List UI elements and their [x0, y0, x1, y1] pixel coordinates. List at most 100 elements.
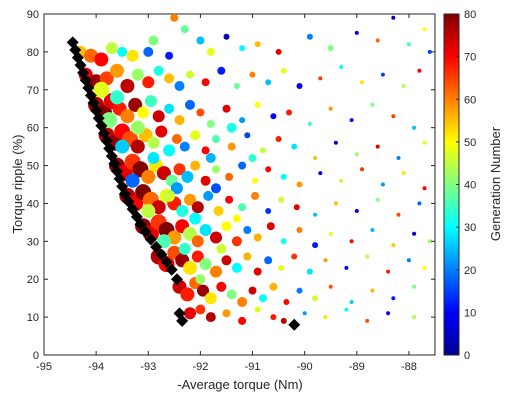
y-tick-label: 60 — [27, 123, 39, 135]
scatter-point — [328, 284, 333, 289]
scatter-point — [312, 295, 319, 302]
scatter-point — [253, 233, 262, 242]
scatter-point — [225, 172, 234, 181]
scatter-point — [216, 281, 227, 292]
scatter-point — [406, 42, 411, 47]
scatter-point — [293, 204, 300, 211]
scatter-point — [354, 30, 359, 35]
scatter-point — [153, 65, 164, 76]
scatter-point — [375, 197, 380, 202]
scatter-point — [349, 239, 354, 244]
scatter-point — [327, 45, 334, 52]
scatter-point — [380, 182, 385, 187]
scatter-point — [323, 258, 328, 263]
scatter-point — [181, 170, 194, 183]
scatter-point — [180, 287, 195, 302]
scatter-point — [211, 183, 221, 194]
pareto-point — [139, 225, 152, 238]
scatter-point — [238, 316, 247, 325]
scatter-point — [201, 146, 210, 155]
scatter-point — [176, 205, 189, 217]
scatter-point — [270, 314, 277, 321]
colorbar-tick-label: 50 — [464, 137, 476, 149]
scatter-point — [141, 204, 156, 218]
scatter-point — [286, 109, 292, 116]
scatter-point — [265, 79, 272, 86]
scatter-point — [264, 256, 273, 265]
scatter-point — [328, 106, 333, 111]
pareto-point — [176, 314, 189, 327]
scatter-point — [195, 304, 206, 315]
scatter-point — [296, 83, 303, 89]
y-tick-label: 80 — [27, 47, 39, 59]
scatter-point — [239, 117, 246, 124]
scatter-point — [227, 142, 236, 151]
scatter-point — [197, 284, 209, 297]
scatter-point — [417, 201, 422, 206]
scatter-point — [302, 311, 307, 316]
scatter-point — [313, 156, 318, 160]
y-tick-label: 90 — [27, 9, 39, 21]
scatter-point — [143, 46, 154, 57]
scatter-point — [217, 66, 226, 75]
scatter-point — [254, 101, 261, 108]
y-axis-ticks: 0 10 20 30 40 50 60 70 80 90 — [27, 9, 435, 362]
scatter-point — [349, 300, 354, 304]
scatter-point — [412, 231, 417, 236]
scatter-point — [248, 286, 257, 295]
scatter-point — [412, 315, 417, 320]
scatter-point — [354, 209, 359, 213]
scatter-point — [251, 191, 260, 200]
scatter-point — [306, 268, 313, 275]
scatter-point — [307, 121, 312, 126]
scatter-point — [422, 265, 427, 270]
scatter-point — [137, 106, 150, 119]
scatter-point — [204, 292, 217, 305]
scatter-point — [148, 35, 159, 46]
y-tick-label: 20 — [27, 274, 39, 286]
scatter-point — [422, 140, 427, 145]
scatter-point — [253, 267, 262, 276]
scatter-point — [186, 70, 194, 79]
scatter-point — [318, 171, 323, 176]
scatter-point — [318, 76, 323, 81]
scatter-point — [265, 166, 272, 173]
scatter-point — [164, 73, 175, 84]
x-tick-label: -90 — [297, 361, 313, 373]
scatter-point — [105, 42, 118, 55]
scatter-point — [110, 63, 124, 78]
scatter-point — [184, 307, 196, 320]
y-tick-label: 10 — [27, 312, 39, 324]
scatter-point — [222, 309, 231, 318]
scatter-point — [254, 306, 261, 313]
scatter-point — [280, 238, 287, 245]
scatter-point — [354, 152, 359, 157]
scatter-point — [180, 25, 189, 34]
y-axis-label: Torque ripple (%) — [10, 135, 25, 234]
colorbar-label: Generation Number — [488, 126, 503, 241]
scatter-point — [130, 139, 145, 154]
scatter-point — [212, 165, 220, 174]
scatter-point — [396, 212, 401, 217]
scatter-point — [296, 227, 303, 233]
scatter-point — [200, 175, 211, 186]
pareto-front-series — [66, 36, 301, 331]
x-tick-label: -95 — [36, 361, 52, 373]
scatter-point — [422, 27, 427, 32]
scatter-point — [110, 90, 124, 105]
scatter-point — [233, 83, 240, 89]
scatter-point — [266, 222, 275, 231]
x-tick-label: -93 — [140, 361, 156, 373]
scatter-point — [344, 265, 349, 270]
scatter-point — [312, 242, 319, 249]
scatter-point — [291, 143, 298, 150]
scatter-point — [212, 135, 220, 143]
scatter-point — [189, 212, 202, 225]
scatter-point — [275, 136, 282, 142]
scatter-point — [191, 250, 204, 263]
scatter-point — [206, 119, 215, 128]
scatter-point — [184, 193, 196, 206]
scatter-point — [386, 311, 391, 316]
scatter-point — [296, 287, 303, 294]
x-tick-label: -94 — [88, 361, 104, 373]
